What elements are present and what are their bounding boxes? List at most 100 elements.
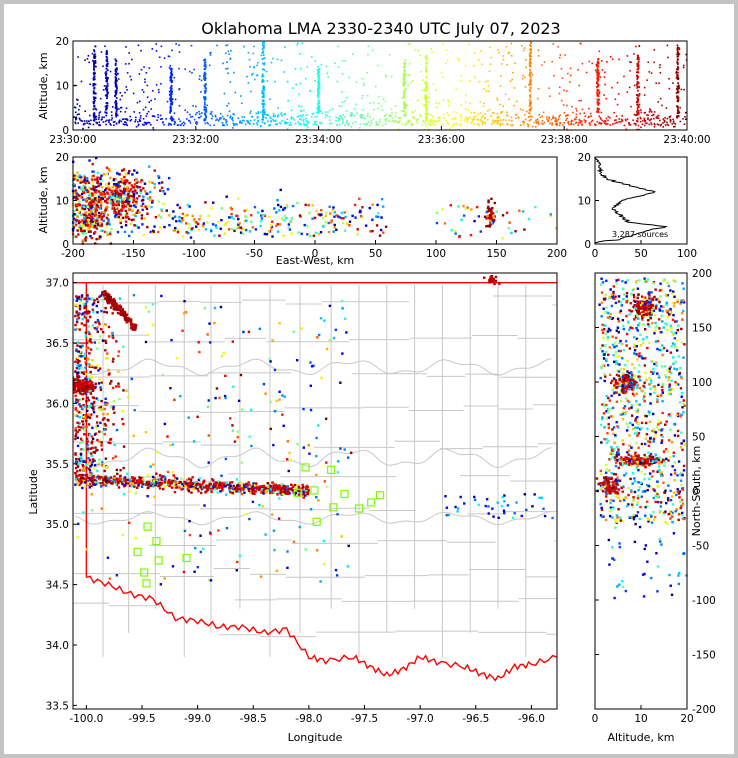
source-point bbox=[257, 116, 259, 118]
flash-column-point bbox=[528, 69, 531, 71]
source-point bbox=[89, 234, 92, 238]
source-point bbox=[114, 455, 117, 458]
source-point bbox=[325, 211, 328, 215]
flash-column-point bbox=[94, 92, 97, 95]
flash-column-point bbox=[676, 63, 679, 66]
source-point bbox=[335, 214, 338, 217]
source-point bbox=[82, 478, 85, 482]
source-point bbox=[490, 216, 493, 219]
source-point bbox=[76, 409, 79, 413]
source-point bbox=[517, 117, 520, 119]
source-point bbox=[246, 485, 250, 488]
source-point bbox=[92, 476, 95, 479]
source-point bbox=[241, 232, 245, 236]
source-point bbox=[325, 114, 327, 116]
source-point bbox=[377, 211, 380, 215]
flash-column-point bbox=[92, 100, 95, 103]
source-point bbox=[96, 176, 99, 179]
source-point bbox=[489, 46, 491, 49]
source-point bbox=[106, 481, 109, 484]
source-point bbox=[674, 125, 676, 128]
source-point bbox=[598, 50, 601, 53]
source-point bbox=[366, 122, 368, 125]
source-point bbox=[440, 72, 443, 74]
source-point bbox=[157, 175, 160, 178]
source-point bbox=[136, 209, 140, 212]
source-point bbox=[248, 485, 252, 489]
source-point bbox=[606, 61, 608, 63]
source-point bbox=[561, 77, 564, 79]
source-point bbox=[662, 126, 665, 128]
source-point bbox=[502, 58, 505, 61]
source-point bbox=[94, 208, 98, 211]
source-point bbox=[274, 80, 276, 83]
source-point bbox=[600, 122, 603, 125]
flash-column-point bbox=[262, 111, 265, 114]
source-point bbox=[109, 476, 113, 479]
source-point bbox=[104, 45, 106, 48]
source-point bbox=[83, 305, 86, 309]
source-point bbox=[294, 491, 298, 495]
source-point bbox=[682, 118, 684, 120]
source-point bbox=[90, 475, 94, 479]
source-point bbox=[309, 90, 312, 92]
source-point bbox=[78, 469, 82, 472]
source-point bbox=[521, 210, 525, 213]
source-point bbox=[83, 178, 86, 182]
source-point bbox=[551, 60, 553, 63]
flash-column-point bbox=[424, 112, 427, 115]
source-point bbox=[565, 119, 567, 122]
river-line bbox=[74, 358, 552, 376]
source-point bbox=[76, 171, 79, 174]
source-point bbox=[97, 184, 100, 188]
source-point bbox=[74, 406, 78, 410]
source-point bbox=[411, 123, 413, 125]
source-point bbox=[105, 166, 109, 169]
source-point bbox=[84, 414, 87, 417]
source-point bbox=[89, 404, 93, 407]
source-point bbox=[657, 117, 660, 119]
flash-column-point bbox=[528, 73, 531, 76]
source-point bbox=[105, 119, 108, 122]
source-point bbox=[89, 338, 92, 341]
source-point bbox=[202, 486, 206, 489]
source-point bbox=[342, 113, 344, 116]
source-point bbox=[379, 118, 382, 121]
source-point bbox=[103, 310, 106, 314]
flash-column-point bbox=[529, 65, 532, 68]
source-point bbox=[333, 211, 337, 214]
source-point bbox=[342, 217, 345, 220]
source-point bbox=[129, 197, 133, 200]
source-point bbox=[156, 230, 160, 234]
flash-column-point bbox=[93, 114, 96, 117]
source-point bbox=[272, 118, 274, 121]
source-point bbox=[79, 452, 83, 456]
source-point bbox=[653, 111, 656, 113]
source-point bbox=[676, 44, 679, 47]
source-point bbox=[684, 116, 686, 118]
flash-column-point bbox=[598, 102, 601, 105]
source-point bbox=[306, 224, 309, 228]
source-point bbox=[90, 207, 93, 210]
source-point bbox=[87, 451, 90, 454]
source-point bbox=[276, 484, 279, 488]
source-point bbox=[329, 122, 331, 125]
source-point bbox=[109, 70, 112, 73]
source-point bbox=[92, 479, 95, 483]
source-point bbox=[82, 198, 85, 201]
source-point bbox=[239, 231, 243, 234]
source-point bbox=[317, 65, 319, 68]
source-point bbox=[277, 486, 281, 489]
flash-column-point bbox=[424, 67, 427, 70]
source-point bbox=[560, 99, 563, 102]
source-point bbox=[668, 116, 671, 119]
source-point bbox=[85, 419, 88, 423]
source-point bbox=[207, 122, 209, 125]
source-point bbox=[83, 478, 86, 481]
source-point bbox=[73, 391, 76, 394]
source-point bbox=[137, 120, 139, 123]
source-point bbox=[227, 50, 230, 53]
source-point bbox=[195, 105, 197, 108]
source-point bbox=[126, 200, 129, 203]
flash-column-point bbox=[403, 104, 405, 107]
